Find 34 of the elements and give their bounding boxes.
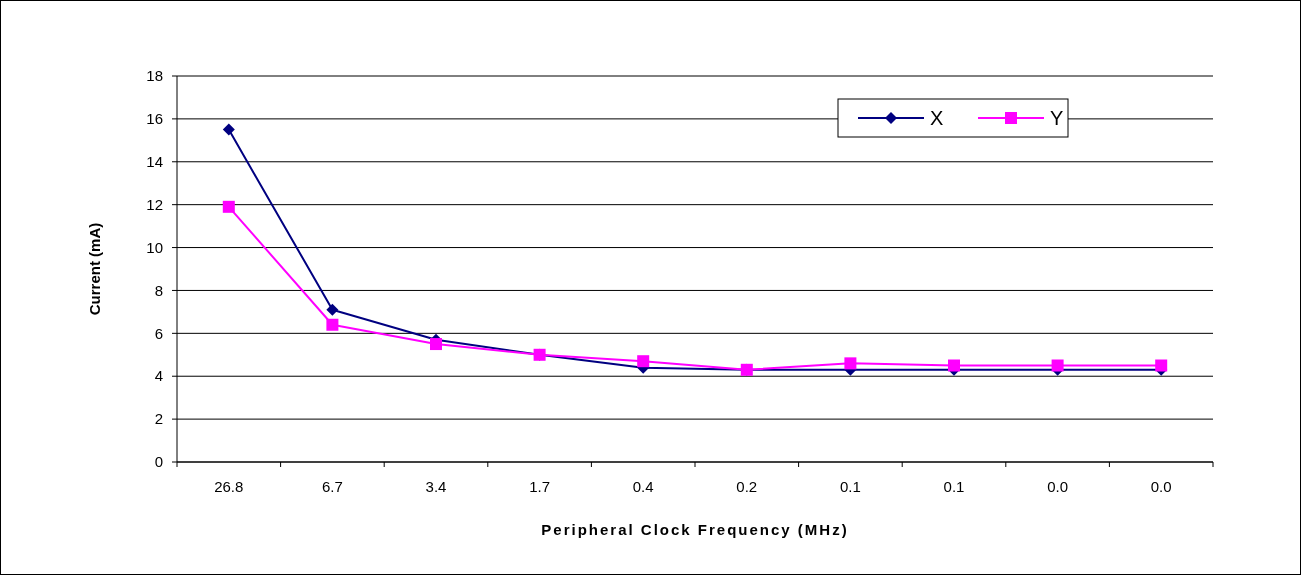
point	[326, 318, 339, 331]
y-tick-label: 0	[154, 453, 163, 471]
point	[1155, 359, 1168, 372]
x-tick-label: 0.0	[1150, 478, 1172, 495]
y-tick-label: 12	[146, 195, 163, 213]
point	[430, 338, 442, 351]
x-axis-title: Peripheral Clock Frequency (MHz)	[541, 521, 849, 538]
y-axis-title: Current (mA)	[86, 222, 103, 316]
point	[948, 359, 960, 372]
point	[326, 303, 339, 316]
x-tick-label: 0.4	[632, 478, 654, 495]
legend-label: Y	[1050, 107, 1064, 129]
y-tick-label: 6	[154, 324, 163, 342]
x-tick-label: 1.7	[529, 478, 551, 495]
point	[222, 200, 235, 213]
y-tick-label: 2	[154, 410, 163, 428]
y-tick-label: 4	[154, 367, 163, 385]
point	[222, 123, 235, 136]
x-tick-label: 6.7	[321, 478, 343, 495]
y-tick-label: 8	[154, 281, 163, 299]
x-tick-label: 0.2	[736, 478, 758, 495]
point	[637, 355, 650, 368]
x-tick-label: 0.1	[839, 478, 861, 495]
x-tick-label: 0.1	[943, 478, 965, 495]
legend-label: X	[930, 107, 944, 129]
y-tick-label: 16	[146, 110, 163, 128]
point	[1051, 359, 1064, 372]
y-tick-label: 10	[146, 238, 163, 256]
x-tick-label: 3.4	[425, 478, 447, 495]
x-tick-label: 0.0	[1047, 478, 1069, 495]
point	[844, 357, 857, 370]
y-tick-label: 14	[146, 153, 163, 171]
y-tick-label: 18	[146, 67, 163, 85]
x-tick-label: 26.8	[214, 478, 244, 495]
